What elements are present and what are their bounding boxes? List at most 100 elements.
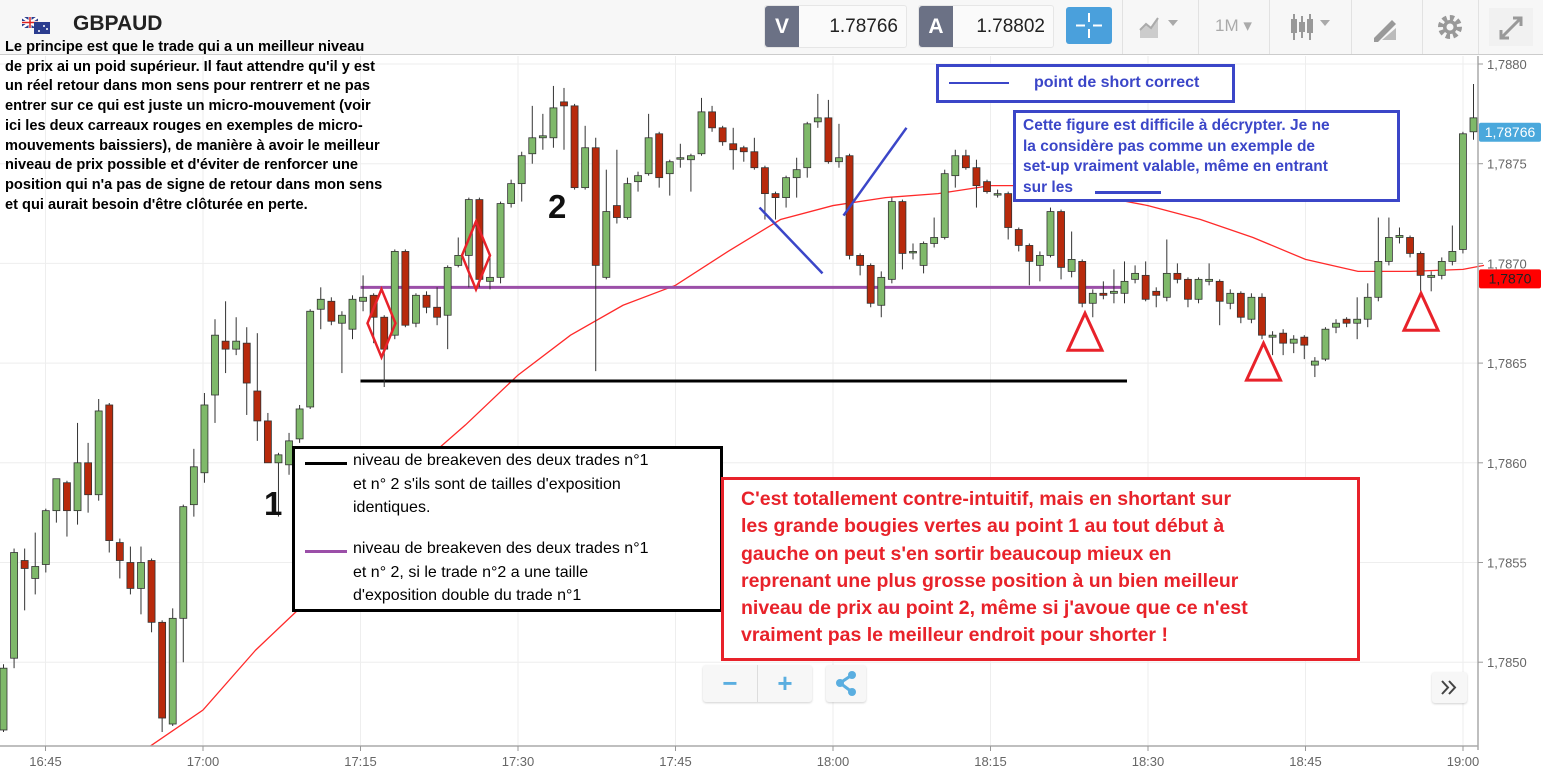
candle-body — [1194, 278, 1203, 300]
candle-body — [496, 203, 505, 278]
candle-body — [1236, 292, 1245, 318]
intro-line: mouvements baissiers), de manière à avoi… — [5, 137, 380, 154]
candle-body — [253, 390, 262, 422]
candle-body — [390, 251, 399, 336]
candle-up — [644, 113, 653, 176]
candle-down — [1057, 209, 1065, 280]
candle-body — [454, 255, 463, 266]
intro-text: Le principe est que le trade qui a un me… — [5, 38, 382, 215]
candle-body — [739, 147, 748, 153]
y-tick-label: 1,7865 — [1487, 356, 1527, 371]
candle-down — [761, 165, 769, 220]
candle-body — [443, 266, 452, 316]
candle-body — [1120, 280, 1129, 294]
candle-body — [1384, 237, 1393, 262]
candle-up — [137, 546, 145, 615]
candle-body — [1088, 292, 1097, 304]
timeframe-dropdown[interactable]: 1M ▾ — [1215, 16, 1252, 35]
candle-body — [591, 147, 600, 266]
candle-body — [887, 201, 896, 280]
candle-body — [168, 617, 177, 725]
zoom-out-button[interactable]: − — [703, 665, 758, 702]
candle-body — [52, 478, 61, 512]
double-chevron-right-icon — [1441, 680, 1457, 695]
candle-body — [665, 161, 674, 175]
share-button[interactable] — [826, 665, 866, 702]
buy-price: 1.78802 — [976, 16, 1045, 37]
candle-body — [263, 420, 272, 464]
candle-body — [1321, 328, 1330, 360]
candle-down — [750, 137, 759, 170]
sell-price-button[interactable]: V 1.78766 — [764, 5, 907, 48]
candle-up — [1067, 231, 1076, 278]
candle-body — [507, 183, 516, 204]
candle-up — [232, 317, 241, 356]
candle-up — [1110, 269, 1118, 304]
candle-body — [1226, 292, 1235, 304]
candle-body — [242, 342, 251, 384]
x-tick-label: 17:30 — [502, 754, 535, 769]
candle-down — [105, 402, 114, 553]
candle-down — [771, 191, 780, 220]
candle-up — [443, 265, 452, 350]
candle-body — [1067, 259, 1076, 272]
chart-type-button[interactable] — [1123, 0, 1198, 54]
candle-down — [718, 125, 727, 146]
candle-up — [454, 237, 463, 268]
candle-down — [422, 291, 431, 314]
candle-down — [1152, 287, 1161, 308]
red-note-text: C'est totallement contre-intuitif, mais … — [741, 488, 1248, 647]
candle-body — [1057, 211, 1065, 268]
candle-body — [359, 296, 367, 302]
fullscreen-button[interactable] — [1489, 8, 1533, 46]
candle-down — [20, 548, 29, 611]
x-tick-label: 17:45 — [659, 754, 692, 769]
candle-body — [126, 562, 135, 589]
candle-body — [782, 177, 790, 198]
x-tick-label: 18:45 — [1289, 754, 1322, 769]
candle-down — [824, 99, 833, 164]
candle-body — [877, 276, 886, 306]
candle-up — [338, 311, 346, 374]
candle-down — [866, 263, 875, 308]
y-tick-label: 1,7880 — [1487, 57, 1527, 72]
candle-up — [31, 532, 40, 595]
settings-button[interactable] — [1423, 0, 1478, 54]
candle-down — [972, 159, 981, 208]
candle-up — [412, 293, 420, 328]
candle-up — [1310, 357, 1319, 378]
candle-up — [1205, 263, 1214, 286]
candle-body — [475, 199, 484, 280]
candle-up — [1226, 289, 1235, 310]
candle-body — [570, 105, 579, 189]
candle-body — [528, 137, 537, 155]
short-point-line — [842, 127, 908, 217]
candle-up — [813, 93, 822, 128]
candle-up — [782, 175, 790, 208]
candle-body — [1078, 261, 1087, 304]
zoom-in-button[interactable]: + — [777, 668, 793, 698]
x-tick-label: 18:30 — [1132, 754, 1165, 769]
candle-up — [1120, 261, 1129, 304]
x-tick-label: 18:00 — [817, 754, 850, 769]
candle-body — [1258, 296, 1266, 336]
candle-up — [602, 169, 611, 280]
candle-up — [348, 295, 357, 340]
x-tick-label: 17:00 — [187, 754, 220, 769]
scroll-to-latest-button[interactable] — [1432, 672, 1467, 703]
candle-body — [602, 211, 611, 278]
candle-style-button[interactable] — [1270, 0, 1350, 54]
gear-icon — [1438, 15, 1462, 39]
buy-price-button[interactable]: A 1.78802 — [918, 5, 1054, 48]
candle-up — [1247, 293, 1256, 324]
toolbar: GBPAUD V 1.78766 A 1.78802 1M ▾ — [0, 0, 1543, 55]
candle-body — [221, 340, 230, 350]
draw-button[interactable] — [1352, 0, 1422, 54]
candle-body — [1437, 261, 1446, 276]
candle-body — [1289, 338, 1298, 344]
candle-body — [158, 621, 167, 719]
candle-body — [63, 482, 71, 512]
crosshair-button[interactable] — [1066, 7, 1112, 44]
candle-body — [73, 462, 82, 512]
